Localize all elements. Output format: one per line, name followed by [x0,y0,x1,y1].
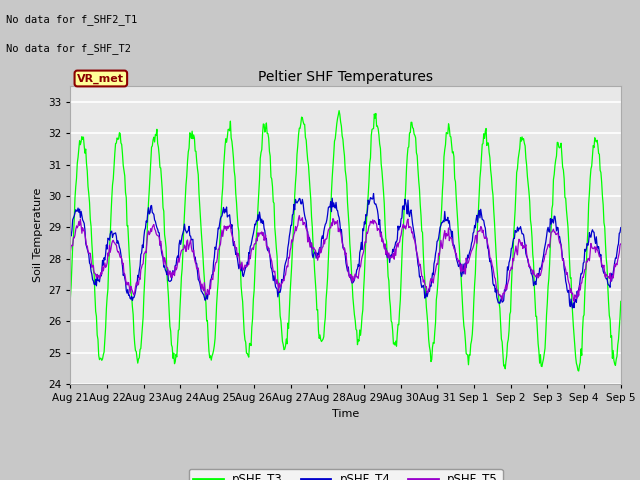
Line: pSHF_T5: pSHF_T5 [70,216,621,301]
pSHF_T4 [189,236,196,242]
pSHF_T3 [67,295,74,300]
Y-axis label: Soil Temperature: Soil Temperature [33,188,43,282]
pSHF_T3 [617,299,625,304]
pSHF_T5 [189,249,196,255]
pSHF_T5 [218,227,226,233]
pSHF_T4 [77,215,84,220]
pSHF_T4 [617,225,625,230]
pSHF_T5 [67,248,74,254]
pSHF_T3 [335,108,343,113]
pSHF_T5 [77,216,84,222]
Text: No data for f_SHF_T2: No data for f_SHF_T2 [6,43,131,54]
pSHF_T3 [429,339,437,345]
pSHF_T3 [218,194,226,200]
pSHF_T5 [296,213,303,218]
pSHF_T4 [218,213,226,219]
pSHF_T3 [575,368,582,374]
X-axis label: Time: Time [332,408,359,419]
Title: Peltier SHF Temperatures: Peltier SHF Temperatures [258,70,433,84]
pSHF_T3 [189,136,196,142]
pSHF_T5 [429,280,437,286]
pSHF_T4 [370,191,378,196]
pSHF_T5 [617,241,625,247]
pSHF_T4 [413,254,421,260]
pSHF_T4 [429,272,437,277]
pSHF_T3 [413,153,421,158]
Legend: pSHF_T3, pSHF_T4, pSHF_T5: pSHF_T3, pSHF_T4, pSHF_T5 [189,469,502,480]
Text: VR_met: VR_met [77,73,124,84]
pSHF_T4 [569,305,577,311]
pSHF_T5 [413,251,421,257]
Line: pSHF_T3: pSHF_T3 [70,110,621,371]
pSHF_T4 [133,282,141,288]
pSHF_T5 [570,299,578,304]
Line: pSHF_T4: pSHF_T4 [70,193,621,308]
pSHF_T3 [77,142,84,147]
pSHF_T4 [67,231,74,237]
pSHF_T3 [133,355,141,361]
pSHF_T5 [133,279,141,285]
Text: No data for f_SHF2_T1: No data for f_SHF2_T1 [6,14,138,25]
